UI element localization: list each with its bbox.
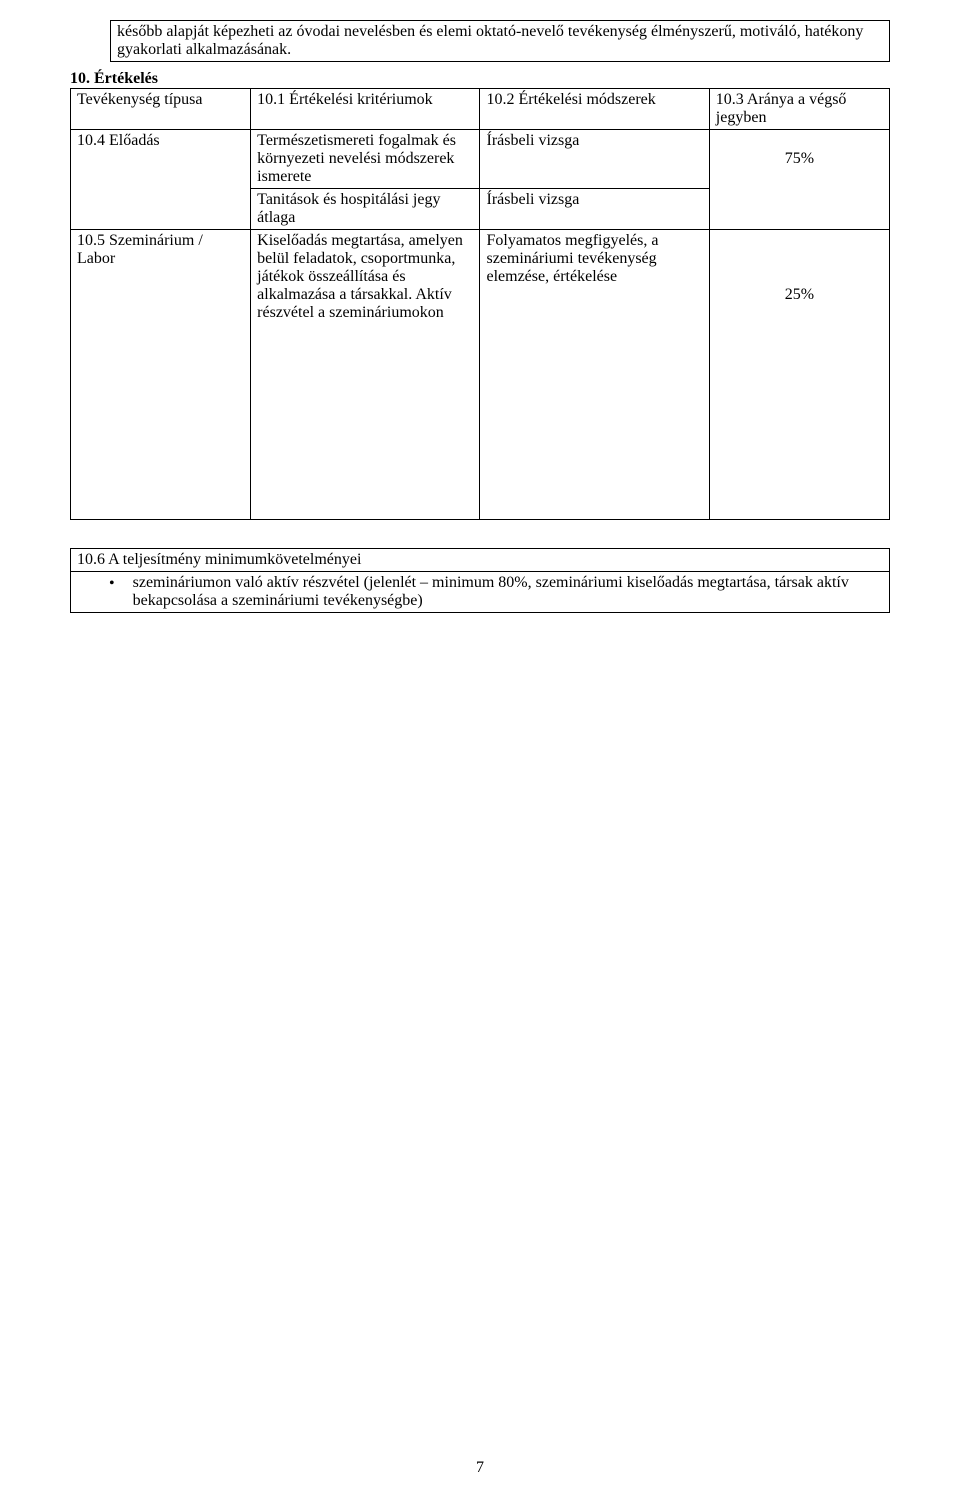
evaluation-table: Tevékenység típusa 10.1 Értékelési krité… <box>70 88 890 520</box>
table-row: • szemináriumon való aktív részvétel (je… <box>71 572 890 613</box>
lecture-method-1: Írásbeli vizsga <box>480 130 709 189</box>
header-methods: 10.2 Értékelési módszerek <box>480 89 709 130</box>
lecture-label: 10.4 Előadás <box>71 130 251 230</box>
header-ratio: 10.3 Aránya a végső jegyben <box>709 89 889 130</box>
header-activity-type: Tevékenység típusa <box>71 89 251 130</box>
bullet-text: szemináriumon való aktív részvétel (jele… <box>133 574 883 610</box>
lecture-method-2: Írásbeli vizsga <box>480 189 709 230</box>
page-number: 7 <box>476 1459 484 1477</box>
prior-section-box: később alapját képezheti az óvodai nevel… <box>110 20 890 62</box>
bullet-icon: • <box>109 574 133 610</box>
minimum-requirements-table: 10.6 A teljesítmény minimumkövetelményei… <box>70 548 890 613</box>
section-10-title: 10. Értékelés <box>70 70 890 88</box>
seminar-criteria: Kiselőadás megtartása, amelyen belül fel… <box>251 230 480 520</box>
seminar-method: Folyamatos megfigyelés, a szemináriumi t… <box>480 230 709 520</box>
min-req-title: 10.6 A teljesítmény minimumkövetelményei <box>71 549 890 572</box>
bullet-item: • szemináriumon való aktív részvétel (je… <box>77 574 883 610</box>
prior-section-text: később alapját képezheti az óvodai nevel… <box>117 23 863 58</box>
table-row: Tevékenység típusa 10.1 Értékelési krité… <box>71 89 890 130</box>
table-row: 10.6 A teljesítmény minimumkövetelményei <box>71 549 890 572</box>
min-req-content: • szemináriumon való aktív részvétel (je… <box>71 572 890 613</box>
lecture-percent-value: 75% <box>785 150 814 167</box>
lecture-criteria-2: Tanitások és hospitálási jegy átlaga <box>251 189 480 230</box>
seminar-percent: 25% <box>709 230 889 520</box>
header-criteria: 10.1 Értékelési kritériumok <box>251 89 480 130</box>
lecture-criteria-1: Természetismereti fogalmak és környezeti… <box>251 130 480 189</box>
seminar-percent-value: 25% <box>785 286 814 303</box>
seminar-label: 10.5 Szeminárium / Labor <box>71 230 251 520</box>
lecture-percent: 75% <box>709 130 889 230</box>
table-row: 10.5 Szeminárium / Labor Kiselőadás megt… <box>71 230 890 520</box>
table-row: 10.4 Előadás Természetismereti fogalmak … <box>71 130 890 189</box>
